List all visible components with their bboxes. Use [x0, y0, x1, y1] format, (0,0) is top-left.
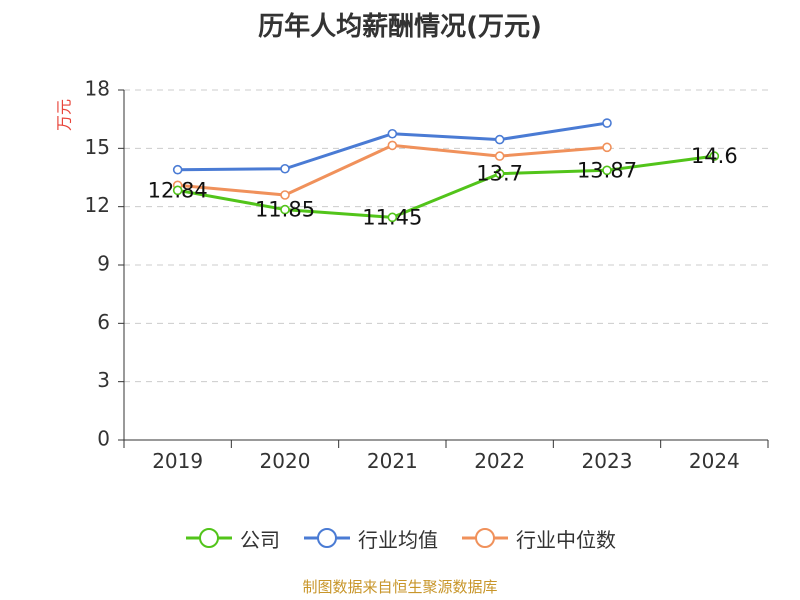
x-tick-label: 2020 [260, 449, 311, 473]
data-point [280, 163, 290, 174]
data-point [280, 204, 290, 215]
x-tick-label: 2024 [689, 449, 740, 473]
data-label: 11.45 [362, 205, 422, 229]
y-axis-label: 万元 [55, 99, 74, 131]
legend-item-0[interactable]: 公司 [184, 523, 280, 553]
y-tick-label: 12 [85, 193, 110, 217]
source-footer: 制图数据来自恒生聚源数据库 [302, 578, 498, 596]
data-point [602, 142, 612, 153]
legend-line-circle-icon [304, 528, 350, 548]
data-point [387, 212, 398, 223]
y-axis-unit-label: 万元 [55, 99, 74, 131]
axes: 0 3 6 9 12 15 18 2019 2020 2021 2022 2023 2024 [85, 77, 769, 473]
y-tick-label: 9 [97, 252, 110, 276]
data-point [387, 140, 398, 151]
data-label: 12.84 [148, 178, 208, 202]
data-point [172, 185, 183, 196]
y-tick-label: 6 [97, 310, 110, 334]
legend-label: 行业中位数 [516, 527, 616, 552]
data-point [494, 168, 505, 179]
grid-lines [124, 89, 768, 383]
data-point [172, 164, 183, 175]
legend-line-circle-icon [462, 528, 508, 548]
data-labels: 12.84 11.85 11.45 13.7 13.87 14.6 [148, 144, 738, 229]
data-point [494, 134, 505, 145]
y-tick-label: 15 [85, 135, 110, 159]
legend-line-circle-icon [186, 528, 232, 548]
legend-label: 行业均值 [358, 527, 438, 552]
data-label: 13.87 [577, 158, 637, 182]
legend-item-2[interactable]: 行业中位数 [460, 523, 616, 553]
x-tick-label: 2021 [367, 449, 418, 473]
data-point [602, 118, 612, 128]
series-line-0 [177, 154, 715, 219]
data-point [602, 165, 612, 176]
y-tick-label: 18 [85, 77, 110, 101]
data-point [280, 190, 290, 200]
x-tick-label: 2022 [474, 449, 525, 473]
data-point [387, 128, 398, 139]
x-tick-label: 2023 [582, 449, 633, 473]
chart-title: 历年人均薪酬情况(万元) [258, 12, 542, 42]
data-label: 13.7 [476, 162, 523, 186]
y-tick-label: 3 [97, 368, 110, 392]
data-label: 11.85 [255, 198, 315, 222]
chart-legend: 公司 行业均值 行业中位数 [0, 518, 800, 558]
series-lines [172, 118, 720, 223]
legend-item-1[interactable]: 行业均值 [302, 523, 438, 553]
x-tick-label: 2019 [152, 449, 203, 473]
y-tick-label: 0 [97, 427, 110, 451]
data-point [494, 151, 505, 161]
data-label: 14.6 [691, 144, 738, 168]
legend-label: 公司 [240, 527, 280, 552]
data-point [709, 151, 720, 161]
